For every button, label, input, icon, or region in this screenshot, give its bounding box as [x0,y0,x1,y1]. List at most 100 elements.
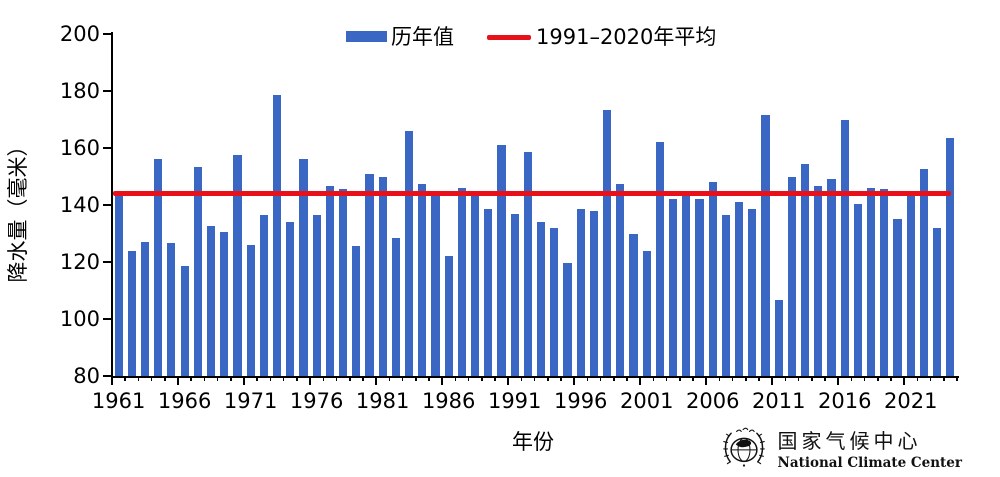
x-tick-label-1991: 1991 [487,389,542,413]
bar-1984 [418,183,427,376]
x-tick-1985 [428,376,430,381]
y-tick-80 [103,375,112,377]
bar-2020 [893,219,902,376]
x-tick-1994 [546,376,549,381]
x-tick-2011 [771,376,773,385]
x-tick-1998 [599,376,602,381]
bar-1975 [299,159,308,376]
x-tick-1997 [586,376,589,381]
bar-1963 [140,242,150,376]
bar-1987 [457,187,466,376]
bar-1995 [563,263,572,376]
x-tick-2000 [626,376,628,381]
x-tick-1979 [348,376,351,381]
x-tick-1992 [520,376,523,381]
x-tick-1963 [137,376,140,381]
ncc-logo: 国家气候中心 National Climate Center [720,425,963,471]
bar-2017 [853,203,863,376]
bar-1989 [484,209,493,376]
x-tick-2021 [903,376,906,385]
x-tick-1989 [480,376,483,381]
bar-1997 [589,210,598,376]
x-tick-2002 [652,376,655,381]
ncc-name-english: National Climate Center [777,455,963,471]
bar-2008 [735,202,744,376]
ncc-name-chinese: 国家气候中心 [777,429,922,453]
bar-2015 [827,179,836,376]
bar-1979 [352,246,361,376]
x-tick-2017 [850,376,853,381]
bar-1972 [259,214,268,376]
x-tick-1995 [560,376,562,381]
x-tick-2016 [837,376,840,385]
x-tick-1981 [375,376,377,385]
x-tick-2005 [692,376,694,381]
bar-2013 [801,163,810,376]
x-axis-line [110,376,959,378]
x-tick-1967 [190,376,193,381]
x-tick-1983 [401,376,404,381]
bar-1983 [404,130,414,376]
y-tick-160 [103,147,112,149]
bar-1974 [286,222,295,376]
x-tick-2013 [797,376,800,381]
x-tick-label-1971: 1971 [223,389,278,413]
x-tick-1977 [322,376,325,381]
y-tick-100 [103,318,112,320]
x-tick-label-1981: 1981 [355,389,410,413]
x-tick-1974 [282,376,285,381]
x-tick-2025 [956,376,958,381]
x-tick-label-1966: 1966 [157,389,212,413]
x-tick-label-1986: 1986 [421,389,476,413]
x-tick-2019 [877,376,879,381]
bar-1996 [576,209,585,376]
bar-1977 [325,186,334,376]
bar-1961 [114,195,123,376]
x-tick-label-2016: 2016 [818,389,872,413]
x-tick-label-1961: 1961 [91,389,146,413]
bar-2012 [787,176,797,376]
x-tick-1996 [573,376,575,385]
bar-1994 [550,227,559,376]
x-tick-2022 [916,376,919,381]
x-tick-label-2021: 2021 [884,389,938,413]
x-tick-2007 [718,376,721,381]
legend-label-yearly-values: 历年值 [391,25,454,49]
x-tick-1968 [203,376,206,381]
bar-1991 [510,213,519,376]
x-tick-1978 [335,376,338,381]
ncc-emblem-icon [722,427,765,467]
bar-1988 [470,196,480,376]
bar-2005 [695,199,704,376]
legend-bar-swatch [346,31,387,42]
x-tick-label-2006: 2006 [686,389,740,413]
y-tick-label-80: 80 [73,364,100,388]
bar-1985 [431,196,440,376]
bar-1965 [167,243,176,376]
y-axis-line [110,32,113,378]
y-tick-140 [103,204,112,206]
x-tick-2014 [811,376,813,381]
bar-1973 [272,95,282,376]
bar-1981 [378,176,387,376]
bar-1992 [523,152,532,376]
x-tick-1999 [612,376,615,381]
legend-average-line-swatch [487,35,531,40]
x-tick-1969 [216,376,219,381]
x-tick-1987 [454,376,457,381]
bar-1968 [206,226,216,376]
y-tick-label-120: 120 [59,250,100,274]
x-tick-2010 [758,376,760,381]
bar-1967 [193,166,202,376]
x-tick-label-2011: 2011 [752,389,806,413]
y-tick-180 [103,90,112,92]
legend-label-average: 1991–2020年平均 [536,25,717,49]
x-tick-1972 [256,376,259,381]
x-tick-1990 [494,376,496,381]
x-tick-1973 [269,376,272,381]
x-tick-1962 [124,376,127,381]
bar-1986 [444,256,453,376]
bar-2024 [946,138,955,376]
